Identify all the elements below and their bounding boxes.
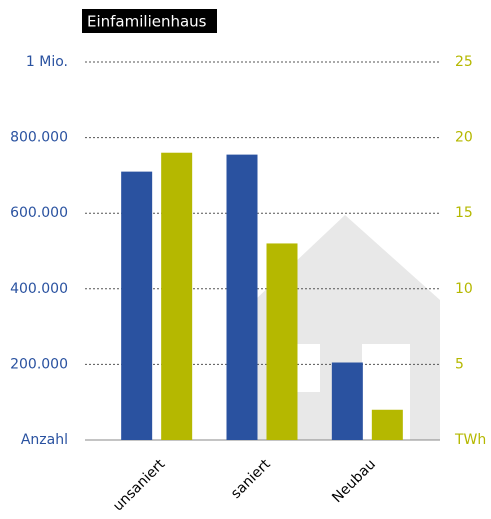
y2-tick-label: 15 — [455, 205, 473, 221]
y2-tick-label: 25 — [455, 54, 473, 70]
bar — [121, 172, 152, 440]
y2-tick-label: TWh — [454, 432, 486, 448]
y-tick-label: 600.000 — [10, 205, 68, 221]
bar — [372, 410, 403, 440]
bar — [227, 155, 258, 440]
chart: Einfamilienhaus Anzahl 200.000 400.000 600.… — [0, 0, 491, 519]
y2-tick-label: 10 — [455, 281, 473, 297]
x-tick-label: unsaniert — [110, 456, 169, 515]
x-tick-label: saniert — [228, 456, 274, 502]
y-tick-label: 400.000 — [10, 281, 68, 297]
chart-title: Einfamilienhaus — [87, 13, 207, 31]
bar — [161, 153, 192, 440]
x-tick-label: Neubau — [329, 456, 379, 506]
bar — [332, 363, 363, 440]
y-tick-label: 1 Mio. — [26, 54, 68, 70]
y-tick-label: Anzahl — [21, 432, 68, 448]
bar — [267, 243, 298, 440]
y2-tick-label: 5 — [455, 356, 464, 372]
y2-tick-label: 20 — [455, 130, 473, 146]
y-tick-label: 200.000 — [10, 356, 68, 372]
y-tick-label: 800.000 — [10, 130, 68, 146]
